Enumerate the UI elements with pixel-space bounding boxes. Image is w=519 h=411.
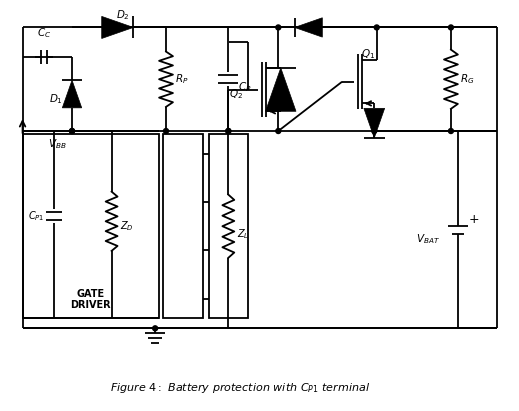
Text: $+$: $+$ xyxy=(468,213,480,226)
Text: $Z_D$: $Z_D$ xyxy=(119,219,133,233)
Circle shape xyxy=(70,129,75,134)
Circle shape xyxy=(153,326,158,331)
Polygon shape xyxy=(295,18,322,37)
Text: $V_{BAT}$: $V_{BAT}$ xyxy=(416,233,440,247)
Text: $Q_2$: $Q_2$ xyxy=(229,88,243,102)
Text: GATE: GATE xyxy=(77,289,105,299)
Circle shape xyxy=(276,25,281,30)
Bar xyxy=(22,134,159,319)
Polygon shape xyxy=(62,80,81,108)
Polygon shape xyxy=(102,16,133,39)
Polygon shape xyxy=(266,68,296,111)
Circle shape xyxy=(163,129,169,134)
Text: $R_P$: $R_P$ xyxy=(175,72,188,86)
Text: $V_{BB}$: $V_{BB}$ xyxy=(48,137,66,151)
Circle shape xyxy=(70,129,75,134)
Circle shape xyxy=(226,129,231,134)
Text: $\it{Figure\ 4:\ Battery\ protection\ with\ }C_{P1}\it{\ terminal}$: $\it{Figure\ 4:\ Battery\ protection\ wi… xyxy=(110,381,370,395)
Circle shape xyxy=(276,129,281,134)
Text: $D_1$: $D_1$ xyxy=(49,92,63,106)
Polygon shape xyxy=(364,109,385,138)
Bar xyxy=(163,134,202,319)
Circle shape xyxy=(448,25,454,30)
Text: $D_2$: $D_2$ xyxy=(116,8,129,21)
Circle shape xyxy=(374,25,379,30)
Circle shape xyxy=(226,129,231,134)
Text: $C_P$: $C_P$ xyxy=(238,80,252,94)
Text: DRIVER: DRIVER xyxy=(71,300,111,309)
Text: $C_{P1}$: $C_{P1}$ xyxy=(28,210,45,223)
Text: $Z_L$: $Z_L$ xyxy=(237,227,249,241)
Bar xyxy=(209,134,248,319)
Circle shape xyxy=(448,129,454,134)
Text: $R_G$: $R_G$ xyxy=(459,72,474,86)
Text: $Q_1$: $Q_1$ xyxy=(361,47,375,61)
Text: $C_C$: $C_C$ xyxy=(37,26,51,40)
Circle shape xyxy=(372,129,377,134)
